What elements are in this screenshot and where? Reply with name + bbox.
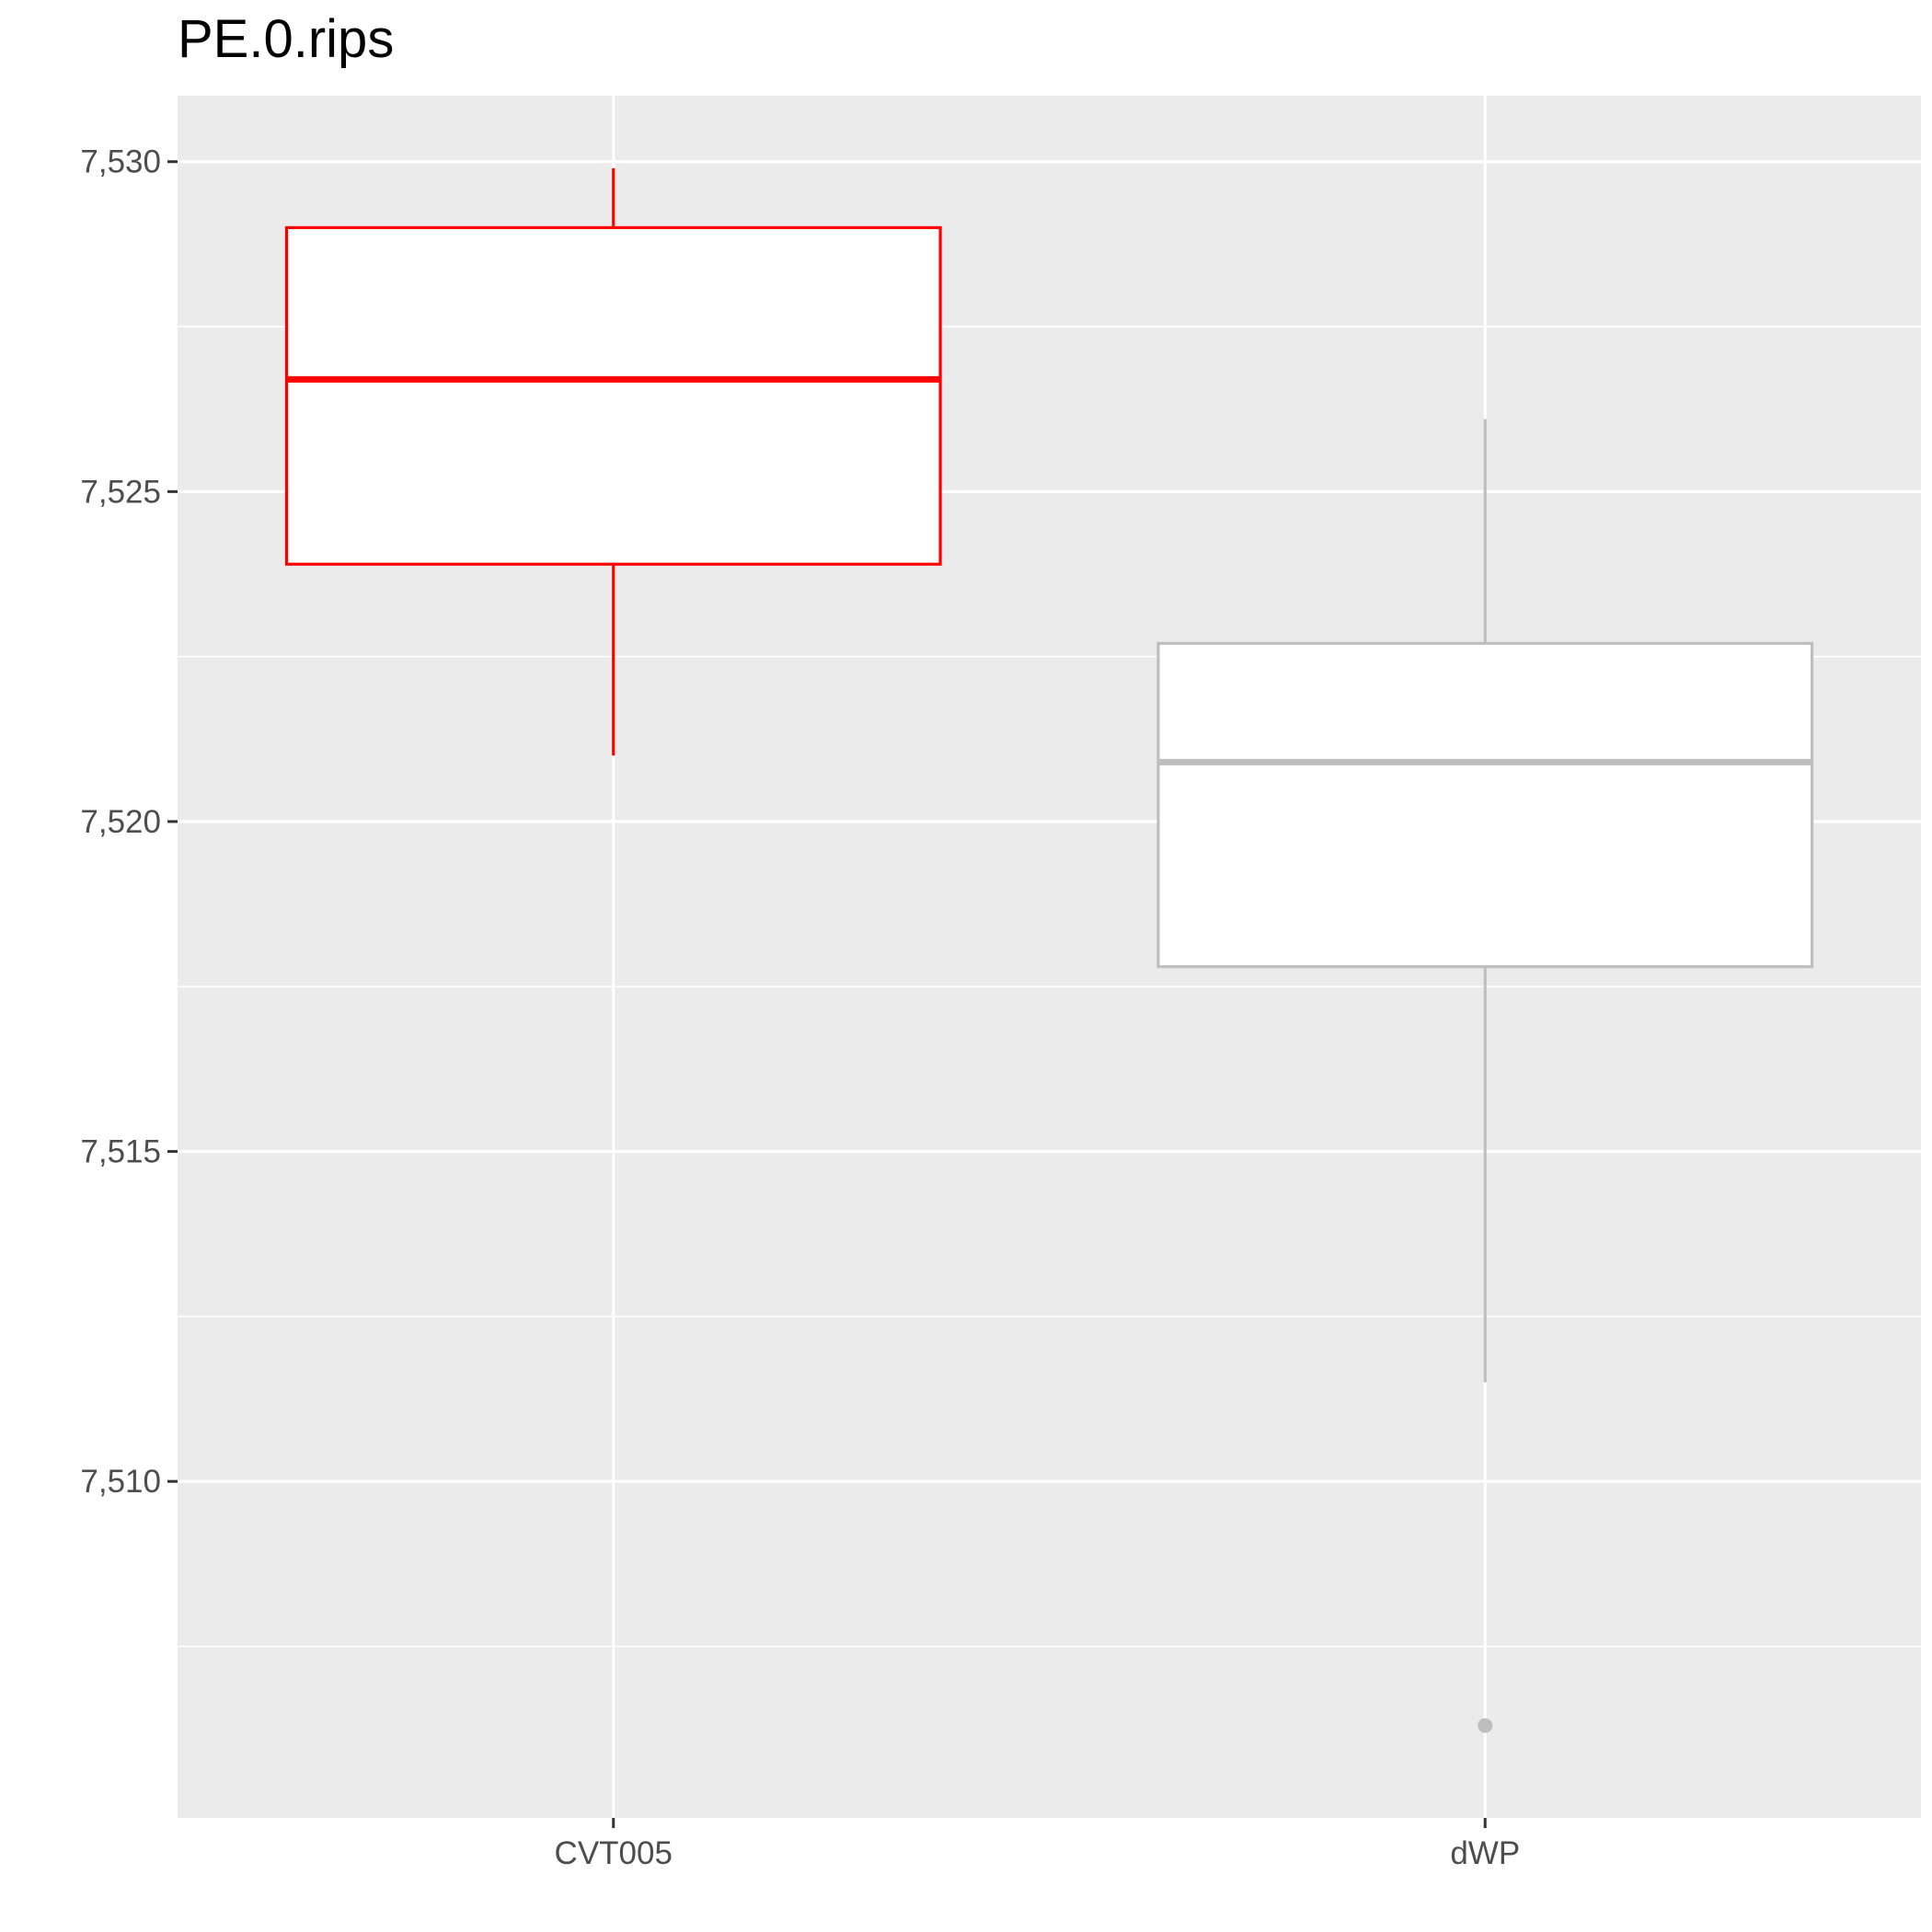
y-tick-label-1: 7,515	[80, 1134, 161, 1170]
chart-title: PE.0.rips	[178, 9, 395, 69]
y-tick-label-2: 7,520	[80, 804, 161, 840]
y-tick-label-4: 7,530	[80, 144, 161, 180]
box-0	[284, 225, 942, 566]
y-tick-label-3: 7,525	[80, 474, 161, 510]
outlier-point-1-0	[1478, 1718, 1493, 1733]
box-1	[1156, 641, 1814, 969]
y-tick-label-0: 7,510	[80, 1464, 161, 1500]
x-tick-label-1: dWP	[1450, 1835, 1520, 1871]
x-tick-label-0: CVT005	[555, 1835, 673, 1871]
